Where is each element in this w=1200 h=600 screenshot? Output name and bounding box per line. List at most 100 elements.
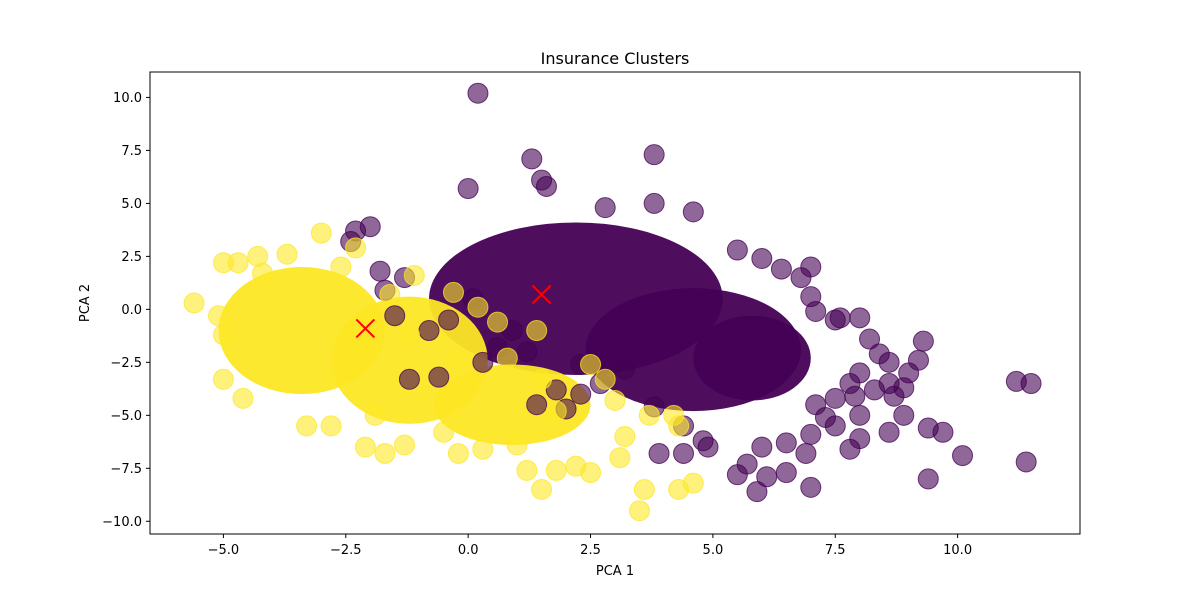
cluster-0-point xyxy=(775,432,797,454)
cluster-0-point xyxy=(824,415,846,437)
cluster-0-point xyxy=(824,387,846,409)
cluster-1-point xyxy=(531,478,553,500)
cluster-0-point xyxy=(467,82,489,104)
cluster-0-point xyxy=(849,404,871,426)
cluster-0-point xyxy=(849,307,871,329)
scatter-points-layer xyxy=(183,82,1042,522)
y-tick-label: 7.5 xyxy=(121,144,142,159)
plot-area-frame xyxy=(149,71,1081,535)
x-tick-label: 7.5 xyxy=(825,543,846,558)
x-tick-label: −2.5 xyxy=(330,543,362,558)
cluster-0-point xyxy=(1015,451,1037,473)
x-tick-label: 2.5 xyxy=(580,543,601,558)
cluster-0-point xyxy=(800,256,822,278)
centroid-marker xyxy=(531,284,552,305)
cluster-0-point xyxy=(775,462,797,484)
cluster-0-point xyxy=(545,379,567,401)
cluster-1-point xyxy=(614,426,636,448)
cluster-0-point xyxy=(570,383,592,405)
cluster-0-point xyxy=(398,368,420,390)
y-tick-label: 5.0 xyxy=(121,197,142,212)
cluster-0-point xyxy=(726,239,748,261)
centroid-marker xyxy=(355,318,376,339)
cluster-0-point xyxy=(521,148,543,170)
cluster-1-point xyxy=(276,243,298,265)
cluster-1-point xyxy=(212,368,234,390)
cluster-1-point xyxy=(403,264,425,286)
cluster-1-point xyxy=(628,500,650,522)
cluster-1-point xyxy=(663,404,685,426)
cluster-0-point xyxy=(526,394,548,416)
cluster-0-point xyxy=(795,442,817,464)
cluster-1-point xyxy=(487,311,509,333)
cluster-0-point xyxy=(472,351,494,373)
y-axis: −10.0 −7.5 −5.0 −2.5 0.0 2.5 5.0 7.5 10.0 xyxy=(102,91,150,530)
cluster-1-point xyxy=(633,478,655,500)
x-axis-title: PCA 1 xyxy=(596,564,634,579)
y-tick-label: 10.0 xyxy=(113,91,142,106)
cluster-0-point xyxy=(839,438,861,460)
cluster-0-point xyxy=(692,430,714,452)
cluster-0-point xyxy=(1020,373,1042,395)
cluster-0-point xyxy=(751,436,773,458)
cluster-1-point xyxy=(545,459,567,481)
chart-title: Insurance Clusters xyxy=(541,49,690,68)
y-tick-label: −7.5 xyxy=(110,462,142,477)
cluster-1-point xyxy=(447,349,469,371)
cluster-0-point xyxy=(805,300,827,322)
cluster-0-point xyxy=(369,260,391,282)
centroid-layer xyxy=(355,284,552,339)
cluster-1-point xyxy=(442,281,464,303)
cluster-0-point xyxy=(800,423,822,445)
cluster-1-point xyxy=(526,320,548,342)
cluster-1-point xyxy=(604,389,626,411)
cluster-0-point xyxy=(912,330,934,352)
cluster-0-point xyxy=(893,404,915,426)
y-tick-label: 2.5 xyxy=(121,250,142,265)
cluster-1-point xyxy=(394,434,416,456)
cluster-1-point xyxy=(496,347,518,369)
cluster-0-point xyxy=(751,247,773,269)
cluster-1-point xyxy=(433,421,455,443)
cluster-0-point xyxy=(648,442,670,464)
cluster-0-point xyxy=(829,307,851,329)
cluster-0-point xyxy=(952,445,974,467)
y-axis-title: PCA 2 xyxy=(78,284,93,322)
y-tick-label: 0.0 xyxy=(121,303,142,318)
cluster-1-point xyxy=(545,400,567,422)
cluster-0-point xyxy=(673,442,695,464)
cluster-1-point xyxy=(580,462,602,484)
cluster-0-point xyxy=(756,466,778,488)
cluster-0-point xyxy=(917,417,939,439)
cluster-1-point xyxy=(364,404,386,426)
cluster-0-point xyxy=(457,178,479,200)
cluster-0-point xyxy=(643,192,665,214)
cluster-1-point xyxy=(379,284,401,306)
x-tick-label: 5.0 xyxy=(703,543,724,558)
x-tick-label: −5.0 xyxy=(208,543,240,558)
y-tick-label: −5.0 xyxy=(110,409,142,424)
cluster-0-point xyxy=(770,258,792,280)
cluster-0-dense-region xyxy=(693,315,811,401)
cluster-1-point xyxy=(232,387,254,409)
cluster-1-point xyxy=(208,305,230,327)
cluster-0-point xyxy=(863,379,885,401)
cluster-0-point xyxy=(614,358,636,380)
cluster-1-point xyxy=(310,222,332,244)
cluster-density-layer xyxy=(218,222,811,445)
cluster-0-point xyxy=(917,468,939,490)
cluster-0-point xyxy=(535,175,557,197)
cluster-0-point xyxy=(384,305,406,327)
cluster-1-point xyxy=(531,368,553,390)
cluster-0-point xyxy=(594,197,616,219)
cluster-1-point xyxy=(609,447,631,469)
x-axis: −5.0 −2.5 0.0 2.5 5.0 7.5 10.0 xyxy=(208,534,972,558)
cluster-0-point xyxy=(844,385,866,407)
cluster-1-point xyxy=(330,256,352,278)
cluster-1-point xyxy=(227,252,249,274)
cluster-1-point xyxy=(183,292,205,314)
cluster-1-point xyxy=(467,296,489,318)
cluster-1-point xyxy=(345,237,367,259)
cluster-0-point xyxy=(643,144,665,166)
